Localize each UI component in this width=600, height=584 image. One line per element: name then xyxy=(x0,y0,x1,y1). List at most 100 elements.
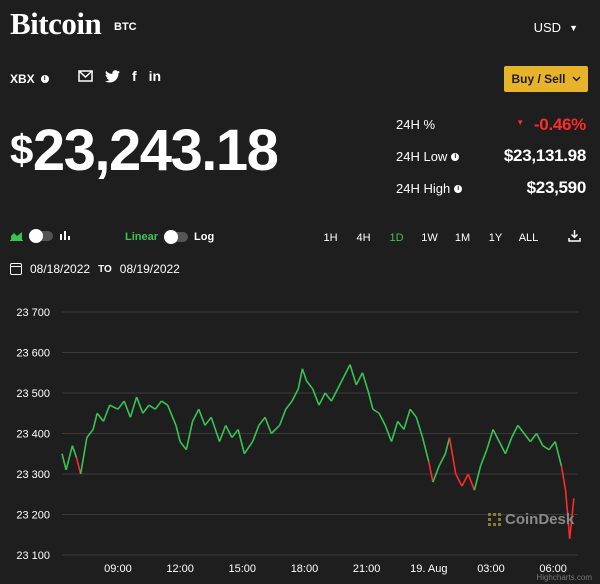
price-segment xyxy=(455,473,463,487)
y-tick-label: 23 700 xyxy=(16,307,50,319)
price-segment xyxy=(461,473,469,487)
stat-high-label: 24H High i xyxy=(396,181,463,196)
price-segment xyxy=(568,498,575,539)
price-segment xyxy=(86,428,94,439)
price-segment xyxy=(390,421,399,442)
chart-credit[interactable]: Highcharts.com xyxy=(536,573,592,582)
watermark-text: CoinDesk xyxy=(505,511,575,528)
log-label[interactable]: Log xyxy=(194,231,215,243)
mail-icon[interactable] xyxy=(78,70,93,82)
linkedin-icon[interactable]: in xyxy=(148,68,162,84)
x-tick-label: 21:00 xyxy=(353,563,381,575)
price-segment xyxy=(204,416,212,426)
price-segment xyxy=(291,388,299,402)
y-tick-label: 23 600 xyxy=(16,348,50,360)
price-segment xyxy=(258,416,266,426)
price-segment xyxy=(231,428,239,439)
price-segment xyxy=(554,441,563,467)
price-segment xyxy=(529,433,538,443)
date-from[interactable]: 08/18/2022 xyxy=(30,262,91,276)
range-1m[interactable]: 1M xyxy=(454,232,471,244)
calendar-icon[interactable] xyxy=(10,263,22,275)
price-segment xyxy=(96,412,105,422)
price-segment xyxy=(467,473,476,491)
price-segment xyxy=(343,364,351,378)
range-1y[interactable]: 1Y xyxy=(488,232,503,244)
y-tick-label: 23 100 xyxy=(16,550,50,562)
chart-type-toggle[interactable] xyxy=(10,228,71,243)
range-1d[interactable]: 1D xyxy=(389,232,404,244)
download-icon[interactable] xyxy=(568,229,581,242)
y-tick-label: 23 500 xyxy=(16,388,50,400)
price-segment xyxy=(492,429,500,442)
current-price: $23,243.18 xyxy=(10,117,279,184)
date-to-label: TO xyxy=(98,263,112,275)
facebook-icon[interactable]: f xyxy=(132,68,137,84)
price-segment xyxy=(498,441,507,455)
date-to[interactable]: 08/19/2022 xyxy=(119,262,180,276)
range-1h[interactable]: 1H xyxy=(323,232,338,244)
y-axis: 23 700 23 600 23 500 23 400 23 300 23 200 23 1… xyxy=(16,307,50,562)
price-segment xyxy=(251,425,260,442)
price-segment xyxy=(79,437,88,475)
scale-switch[interactable] xyxy=(164,230,189,244)
price-segment xyxy=(486,429,494,450)
price-segment xyxy=(564,490,571,539)
price-segment xyxy=(397,420,405,430)
info-icon[interactable]: i xyxy=(454,184,463,193)
exchange-name: XBX xyxy=(10,72,35,86)
currency-value: USD xyxy=(533,20,562,35)
price-segment xyxy=(409,408,417,418)
price-segment xyxy=(517,424,525,434)
twitter-icon[interactable] xyxy=(105,69,120,83)
stat-change-label: 24H % xyxy=(396,117,435,132)
chart-type-switch[interactable] xyxy=(29,228,53,243)
y-tick-label: 23 400 xyxy=(16,429,50,441)
currency-select[interactable]: USD ▼ xyxy=(534,20,578,35)
price-segment xyxy=(148,404,156,410)
price-segment xyxy=(129,396,138,418)
price-segment xyxy=(403,408,411,430)
price-segment xyxy=(123,400,132,418)
price-segment xyxy=(444,437,451,454)
price-segment xyxy=(479,449,488,467)
price-segment xyxy=(415,417,424,438)
price-segment xyxy=(243,441,254,455)
buy-sell-label: Buy / Sell xyxy=(511,72,566,86)
caret-down-icon: ▼ xyxy=(569,22,578,33)
info-icon[interactable]: i xyxy=(40,75,49,83)
price-segment xyxy=(191,408,200,422)
stat-low-label: 24H Low i xyxy=(396,149,460,164)
buy-sell-button[interactable]: Buy / Sell xyxy=(504,66,588,92)
price-segment xyxy=(361,372,370,394)
time-range-tabs: 1H 4H 1D 1W 1M 1Y ALL xyxy=(314,232,545,244)
y-tick-label: 23 300 xyxy=(16,469,50,481)
stat-low-label-text: 24H Low xyxy=(396,149,448,164)
price-chart[interactable]: 23 700 23 600 23 500 23 400 23 300 23 200 23 1… xyxy=(0,290,600,584)
price-segment xyxy=(179,441,187,451)
y-tick-label: 23 200 xyxy=(16,510,50,522)
triangle-down-icon: ▼ xyxy=(516,118,524,127)
price-line xyxy=(61,364,575,539)
range-all[interactable]: ALL xyxy=(518,232,539,244)
x-tick-label: 18:00 xyxy=(291,563,319,575)
price-segment xyxy=(278,408,287,426)
scale-toggle[interactable]: Linear Log xyxy=(125,230,215,244)
price-segment xyxy=(109,404,119,410)
price-segment xyxy=(535,433,544,447)
linear-label[interactable]: Linear xyxy=(125,231,159,243)
price-segment xyxy=(318,392,326,406)
price-segment xyxy=(324,392,333,402)
area-chart-icon[interactable] xyxy=(10,230,23,241)
price-segment xyxy=(542,444,550,451)
info-icon[interactable]: i xyxy=(451,152,460,161)
price-segment xyxy=(92,413,99,430)
price-segment xyxy=(312,388,320,406)
range-1w[interactable]: 1W xyxy=(421,232,438,244)
range-4h[interactable]: 4H xyxy=(356,232,371,244)
price-segment xyxy=(372,408,380,414)
price-segment xyxy=(185,421,194,450)
price-segment xyxy=(301,368,308,382)
bar-chart-icon[interactable] xyxy=(59,230,71,241)
price-segment xyxy=(336,376,345,390)
